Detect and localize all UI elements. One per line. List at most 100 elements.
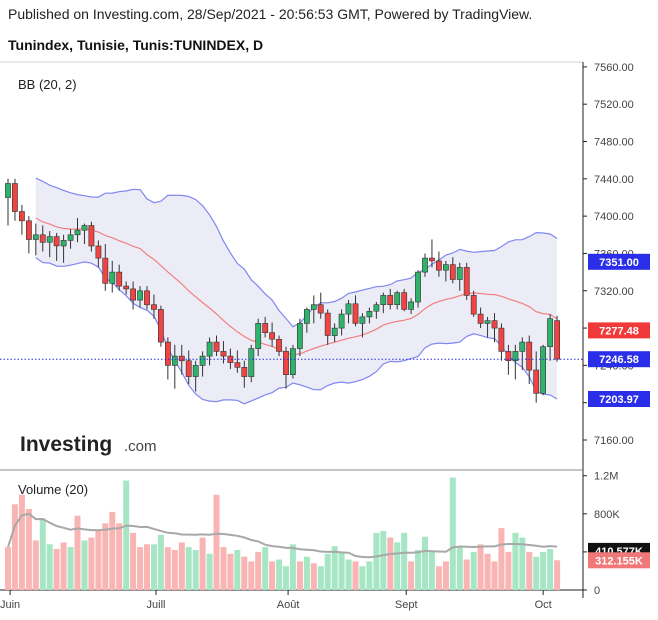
candle	[449, 257, 456, 284]
candle	[317, 292, 324, 319]
volume-bar	[310, 563, 317, 590]
volume-bar	[554, 560, 561, 590]
candle	[366, 307, 373, 324]
candle	[81, 223, 88, 245]
volume-bar	[11, 504, 18, 590]
price-tick-label: 7320.00	[594, 286, 634, 298]
candle	[130, 281, 136, 310]
volume-bar	[241, 556, 248, 590]
candle	[25, 216, 32, 254]
candle	[463, 262, 470, 301]
volume-bar	[164, 547, 171, 590]
candle	[185, 350, 192, 385]
candle	[470, 290, 477, 317]
volume-bar	[401, 532, 408, 590]
volume-bar	[394, 542, 401, 590]
published-line: Published on Investing.com, 28/Sep/2021 …	[8, 6, 533, 22]
volume-bar	[283, 566, 289, 590]
volume-bar	[540, 551, 547, 590]
volume-bar	[199, 537, 206, 590]
volume-bar	[317, 566, 324, 590]
lower-band-line	[35, 257, 558, 405]
volume-bar	[477, 544, 484, 590]
candle	[269, 322, 275, 347]
time-tick-label: Août	[277, 599, 300, 611]
volume-bar	[60, 542, 67, 590]
svg-text:312.155K: 312.155K	[595, 555, 643, 567]
candle	[442, 260, 449, 282]
volume-bar	[53, 549, 60, 590]
volume-bar	[442, 561, 449, 590]
volume-bar	[206, 553, 213, 590]
volume-bar	[137, 547, 144, 590]
candle	[60, 234, 67, 263]
candle	[324, 309, 331, 345]
volume-bar	[157, 534, 164, 590]
candle	[241, 360, 248, 388]
volume-bar	[428, 551, 435, 590]
volume-bar	[387, 537, 394, 590]
logo-suffix: .com	[124, 438, 157, 455]
volume-bars	[5, 477, 561, 590]
candle	[178, 344, 185, 375]
candle	[484, 316, 491, 338]
candle	[380, 292, 387, 314]
volume-axis: 1.2M800K400K0	[583, 471, 620, 597]
candle	[262, 316, 269, 338]
candle	[137, 286, 143, 308]
candle	[255, 318, 262, 357]
volume-bar	[373, 532, 380, 590]
volume-bar	[408, 561, 415, 590]
volume-bar	[303, 556, 310, 590]
volume-bar	[519, 537, 526, 590]
candle	[192, 360, 199, 392]
candles	[5, 178, 560, 403]
svg-text:7203.97: 7203.97	[599, 394, 639, 406]
volume-bar	[227, 553, 234, 590]
volume-tag: 312.155K	[588, 552, 650, 569]
symbol-title: Tunindex, Tunisie, Tunis:TUNINDEX, D	[8, 37, 264, 53]
volume-bar	[130, 532, 137, 590]
volume-bar	[192, 550, 199, 590]
price-tick-label: 7440.00	[594, 174, 634, 186]
price-tag: 7351.00	[588, 253, 650, 270]
time-axis: Juin Juill Août Sept Oct	[0, 590, 552, 611]
volume-bar	[81, 540, 88, 590]
volume-bar	[456, 547, 463, 590]
candle	[345, 300, 352, 324]
volume-bar	[533, 556, 540, 590]
volume-bar	[547, 549, 554, 590]
volume-bar	[95, 531, 102, 590]
bollinger-bands	[35, 177, 558, 405]
candle	[248, 344, 255, 383]
candle	[109, 260, 116, 293]
candle	[296, 318, 303, 357]
candle	[456, 262, 463, 291]
volume-bar	[491, 561, 498, 590]
candle	[540, 344, 546, 396]
basis-line	[35, 217, 558, 356]
candle	[144, 286, 150, 310]
candle	[338, 309, 345, 336]
candle	[67, 229, 74, 249]
candle	[18, 204, 25, 235]
volume-bar	[449, 477, 456, 590]
volume-bar	[262, 547, 269, 590]
volume-bar	[39, 518, 46, 590]
candle	[171, 344, 178, 389]
candle	[165, 337, 171, 380]
candle	[477, 307, 484, 329]
volume-bar	[25, 509, 32, 590]
volume-bar	[185, 547, 192, 590]
candle	[498, 323, 505, 361]
volume-bar	[470, 551, 477, 590]
candle	[5, 178, 11, 226]
volume-bar	[289, 544, 296, 590]
time-tick-label: Juill	[147, 599, 166, 611]
volume-bar	[220, 547, 227, 590]
volume-tick-label: 800K	[594, 509, 620, 521]
volume-bar	[498, 528, 505, 590]
candle	[415, 270, 421, 308]
volume-bar	[345, 559, 352, 590]
